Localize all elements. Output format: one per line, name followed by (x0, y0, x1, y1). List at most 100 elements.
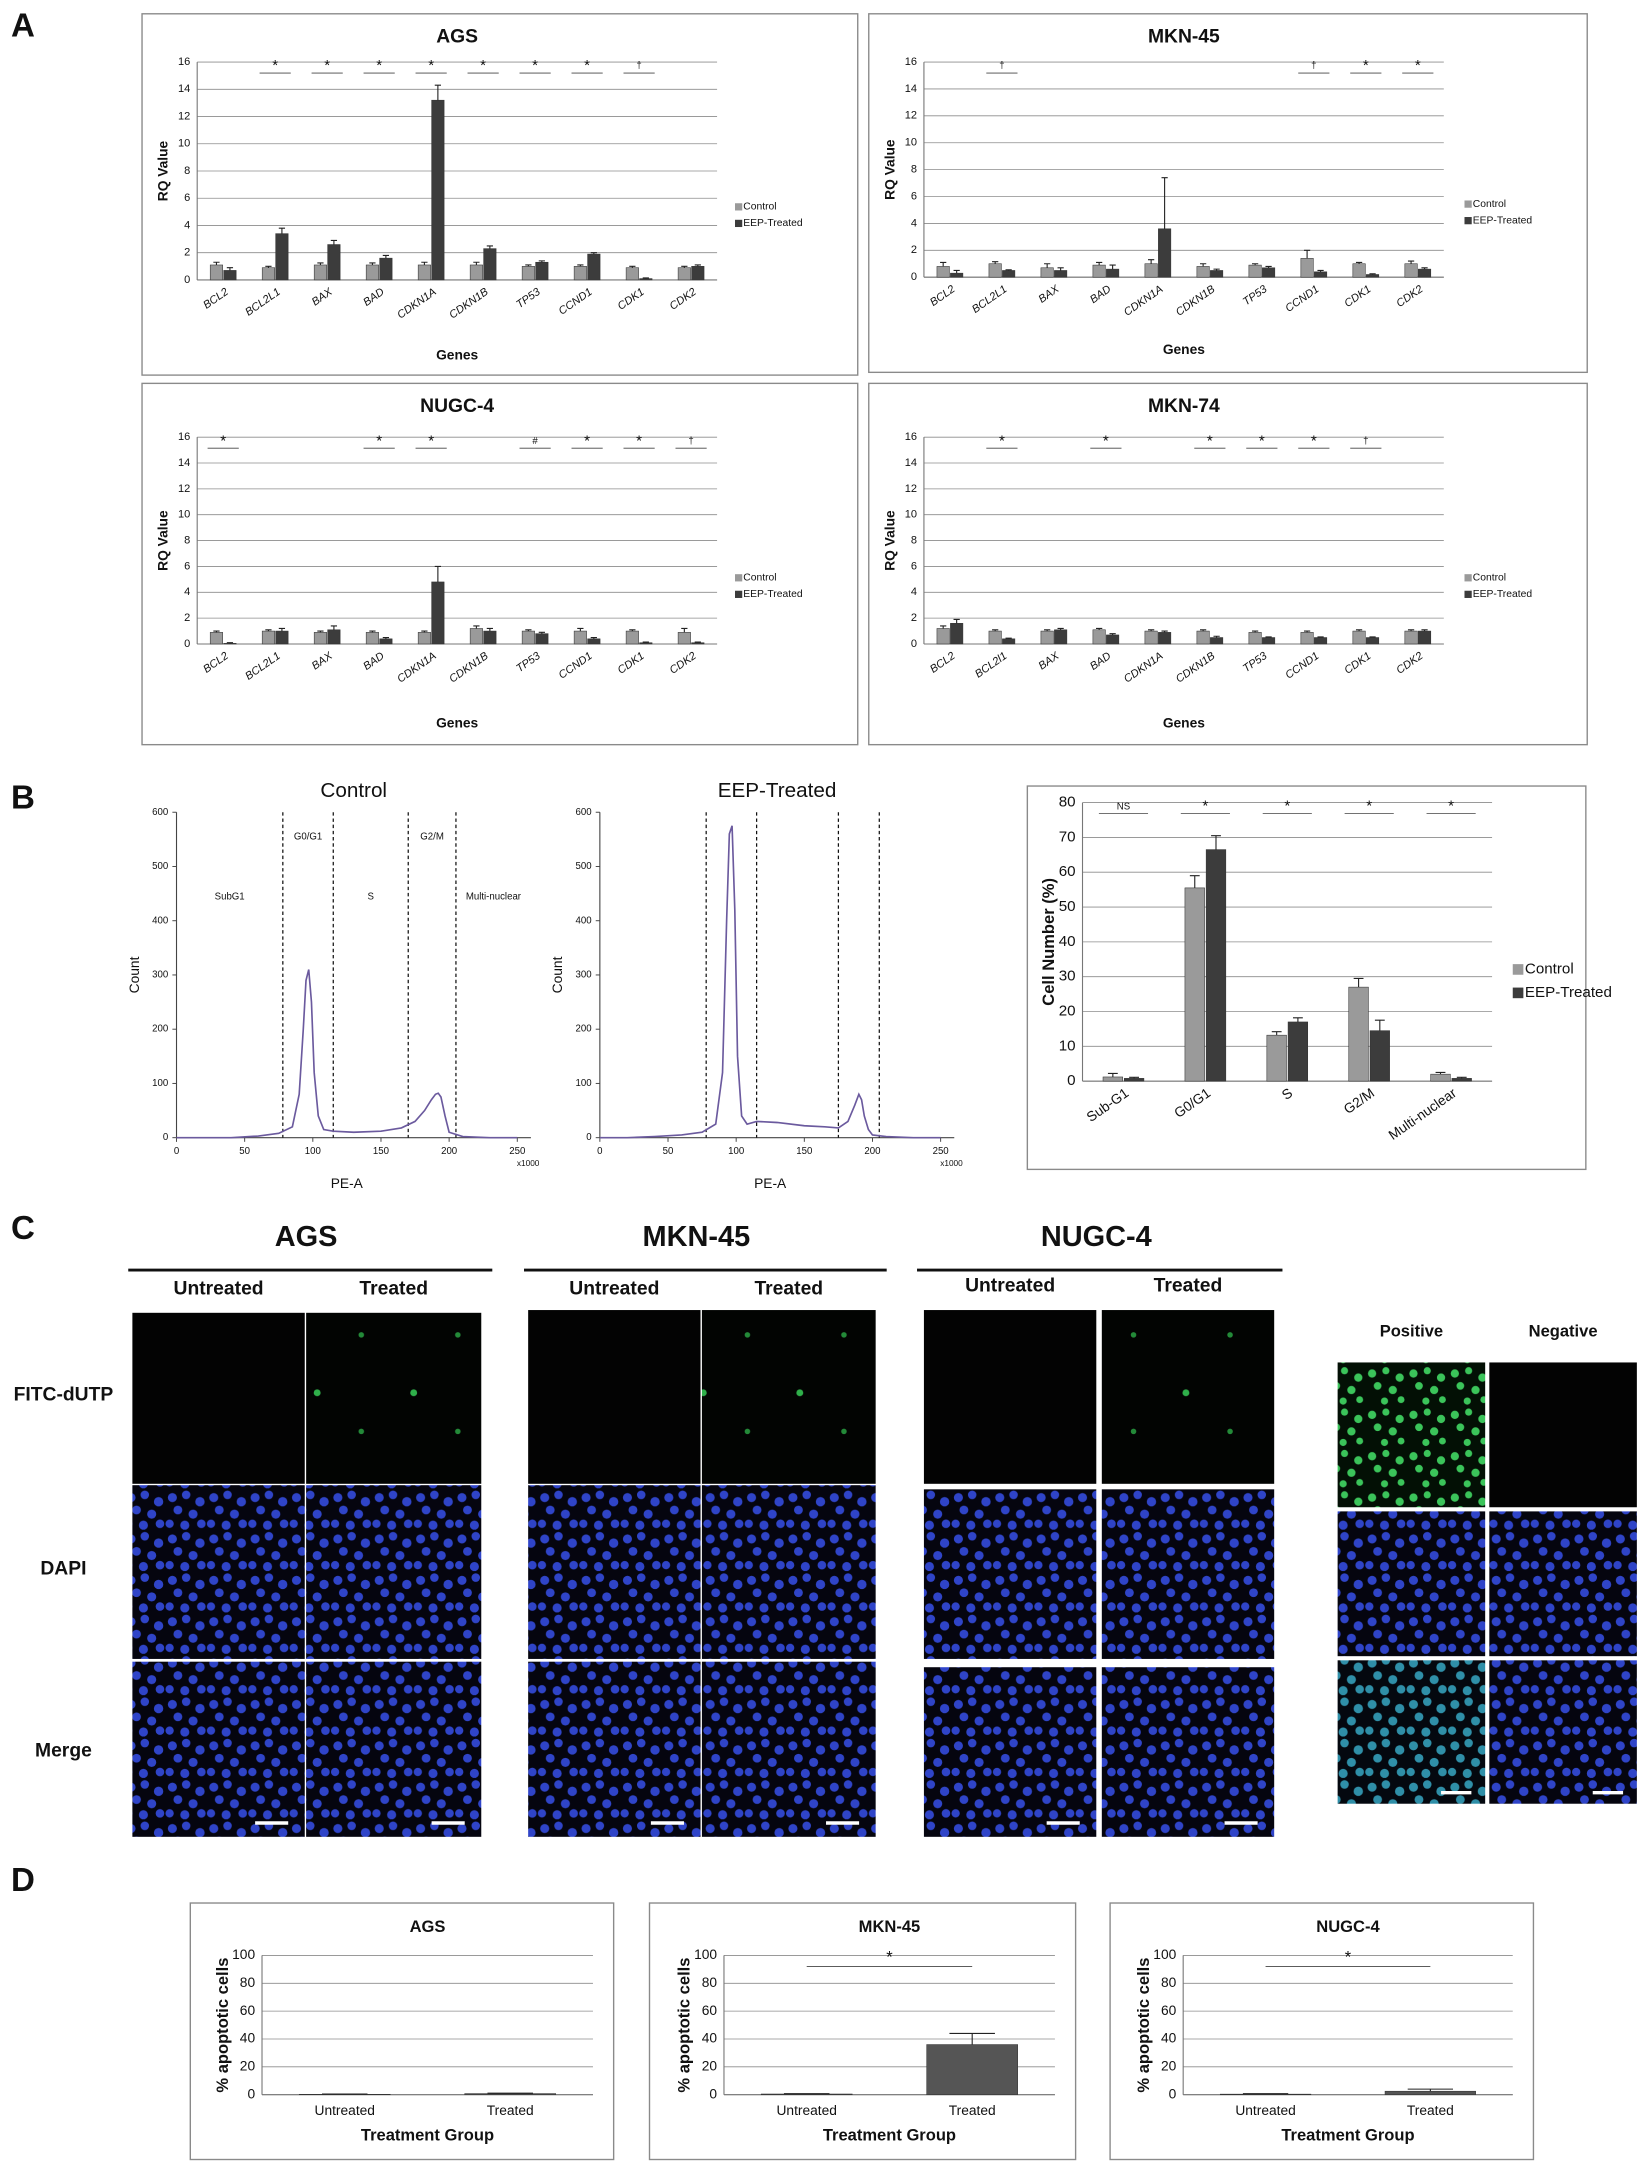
y-tick-label: 12 (905, 483, 917, 495)
significance-mark: * (1207, 432, 1213, 449)
bar (431, 581, 445, 645)
gate-label: S (368, 891, 374, 902)
error-bar (1213, 268, 1220, 271)
x-axis-title: Genes (1163, 342, 1205, 357)
x-axis-title: PE-A (754, 1176, 787, 1191)
bar (573, 266, 587, 281)
error-bar (1096, 261, 1103, 266)
error-bar (1005, 269, 1012, 271)
bar (327, 244, 341, 281)
bar (926, 2044, 1018, 2095)
x-tick-label: 100 (728, 1146, 744, 1157)
y-tick-label: 16 (178, 56, 190, 68)
column-header: Treated (754, 1278, 823, 1299)
significance-mark: † (636, 61, 641, 72)
chart-title: Control (320, 779, 387, 802)
error-bar (1251, 263, 1259, 266)
x-tick-label: 200 (864, 1146, 880, 1157)
x-axis-title: Genes (1163, 716, 1205, 731)
y-tick-label: 500 (152, 861, 168, 872)
y-tick-label: 20 (1161, 2058, 1177, 2073)
y-tick-label: 80 (240, 1975, 256, 1990)
bar (1248, 264, 1262, 278)
y-tick-label: 30 (1059, 968, 1076, 985)
legend-swatch (1464, 217, 1472, 225)
bar (1314, 271, 1328, 278)
y-tick-label: 14 (905, 83, 917, 95)
bar (379, 638, 393, 645)
error-bar (992, 261, 999, 264)
error-bar (992, 629, 999, 632)
significance-mark: * (1366, 798, 1372, 815)
y-tick-label: 6 (184, 560, 190, 572)
x-tick-label: 150 (796, 1146, 812, 1157)
bar (950, 272, 964, 278)
micrograph (1489, 1511, 1637, 1657)
error-bar (434, 84, 441, 101)
bar (936, 266, 950, 278)
y-axis-title: RQ Value (882, 139, 897, 200)
bar (1158, 228, 1172, 278)
bar (691, 266, 705, 281)
micrograph (528, 1661, 701, 1837)
x-unit-label: x1000 (517, 1159, 540, 1168)
legend-label: EEP-Treated (1525, 984, 1612, 1001)
micrograph (1337, 1511, 1486, 1657)
micrograph (1489, 1660, 1637, 1804)
error-bar (265, 265, 272, 268)
error-bar (1407, 629, 1415, 632)
error-bar (278, 227, 286, 234)
y-tick-label: 0 (1067, 1072, 1075, 1089)
legend-swatch (1464, 574, 1472, 582)
bar (1002, 638, 1016, 645)
y-tick-label: 0 (184, 638, 190, 650)
y-tick-label: 20 (1059, 1002, 1076, 1019)
bar (1210, 270, 1224, 278)
y-axis-title: % apoptotic cells (1134, 1958, 1153, 2093)
y-axis-title: Count (127, 956, 142, 993)
bar (587, 638, 601, 645)
x-axis-title: Treatment Group (1281, 2125, 1414, 2144)
chart-title: MKN-74 (1148, 396, 1220, 417)
error-bar (629, 629, 636, 632)
error-bar (1148, 259, 1155, 264)
x-tick-label: 0 (597, 1146, 602, 1157)
bar (936, 628, 950, 645)
y-tick-label: 8 (184, 534, 190, 546)
bar (261, 630, 275, 645)
significance-mark: * (1448, 798, 1454, 815)
histogram-line (176, 969, 518, 1139)
error-bar (940, 625, 947, 629)
error-bar (525, 629, 532, 632)
error-bar (1355, 629, 1363, 632)
y-tick-label: 10 (178, 509, 190, 521)
error-bar (486, 245, 493, 249)
chart-frame (1026, 785, 1587, 1171)
error-bar (1251, 630, 1259, 633)
bar (327, 629, 341, 645)
bar (535, 633, 549, 645)
bar (1369, 1030, 1390, 1082)
y-tick-label: 0 (163, 1132, 168, 1143)
y-tick-label: 80 (1059, 794, 1076, 811)
error-bar (1161, 630, 1168, 633)
column-header: Untreated (174, 1278, 264, 1299)
bar (988, 263, 1002, 278)
y-tick-label: 14 (178, 83, 190, 95)
histogram-line (599, 825, 941, 1139)
bar (625, 630, 639, 645)
y-tick-label: 2 (911, 612, 917, 624)
y-tick-label: 16 (905, 431, 917, 443)
y-tick-label: 100 (152, 1078, 168, 1089)
error-bar (213, 261, 220, 265)
significance-mark: † (1363, 436, 1368, 447)
significance-mark: * (480, 57, 486, 74)
error-bar (1317, 269, 1324, 272)
x-tick-label: 250 (933, 1146, 949, 1157)
y-tick-label: 4 (184, 586, 190, 598)
error-bar (1265, 265, 1272, 268)
row-label: DAPI (40, 1558, 86, 1579)
panel-label: A (11, 7, 35, 44)
bar (677, 632, 691, 645)
x-axis-title: PE-A (331, 1176, 364, 1191)
